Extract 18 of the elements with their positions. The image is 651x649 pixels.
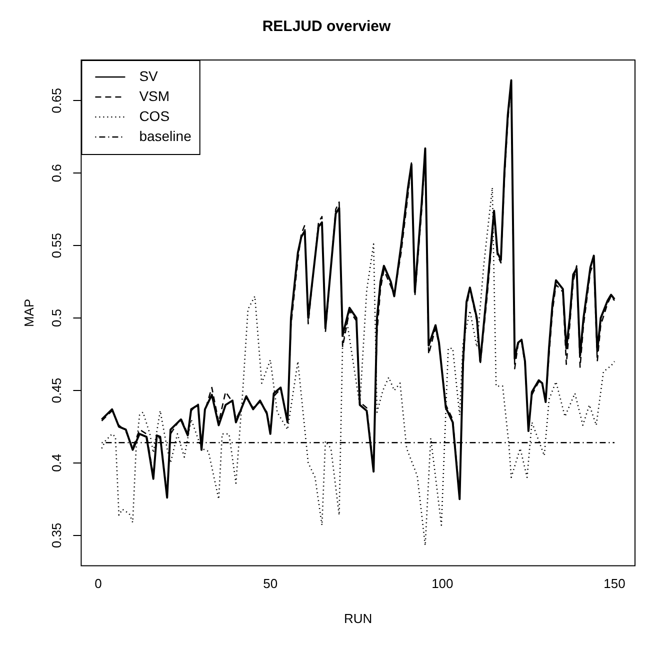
x-tick-label: 100 — [432, 576, 454, 592]
x-tick-label: 0 — [94, 576, 102, 592]
x-axis-title: RUN — [344, 610, 372, 626]
y-tick-label: 0.45 — [49, 378, 64, 404]
legend-label: VSM — [139, 88, 170, 104]
y-tick-label: 0.35 — [49, 522, 64, 548]
legend-label: SV — [139, 68, 159, 84]
x-tick-label: 150 — [604, 576, 626, 592]
legend-label: baseline — [139, 128, 192, 144]
y-tick-label: 0.55 — [49, 232, 64, 258]
y-tick-label: 0.6 — [49, 164, 64, 182]
legend-label: COS — [139, 108, 170, 124]
y-tick-label: 0.65 — [49, 88, 64, 114]
y-tick-label: 0.5 — [49, 308, 64, 328]
chart-title: RELJUD overview — [262, 18, 392, 36]
y-tick-label: 0.4 — [49, 454, 64, 472]
y-axis-title: MAP — [21, 298, 36, 327]
x-tick-label: 50 — [263, 576, 278, 592]
